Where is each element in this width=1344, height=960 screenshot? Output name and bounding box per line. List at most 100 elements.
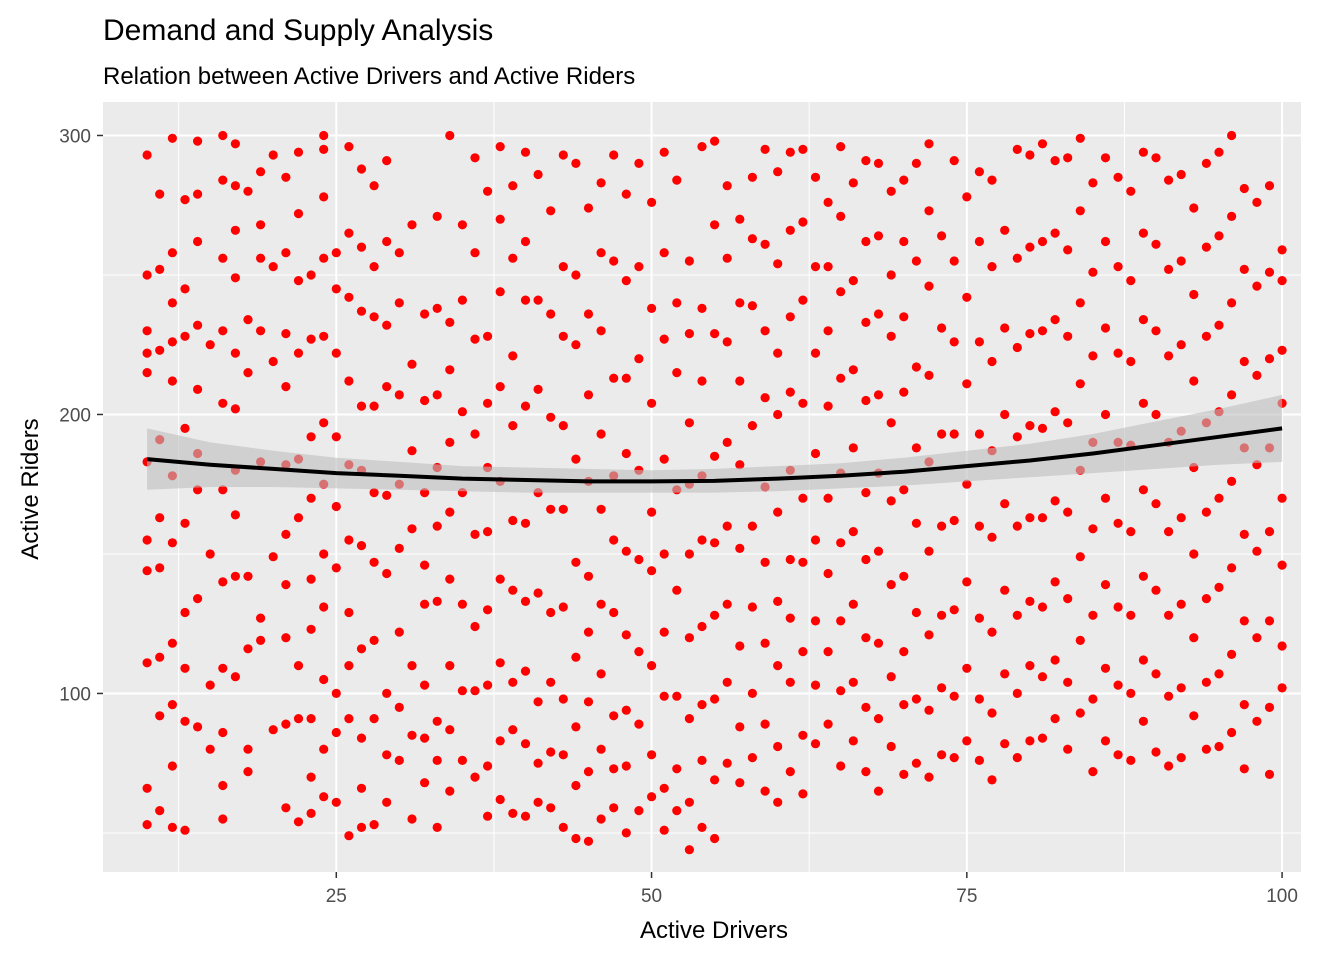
data-point — [647, 303, 657, 313]
data-point — [798, 295, 808, 305]
data-point — [546, 206, 556, 216]
data-point — [684, 418, 695, 428]
data-point — [1239, 264, 1249, 274]
data-point — [432, 211, 442, 221]
data-point — [558, 421, 568, 431]
data-point — [230, 139, 240, 149]
data-point — [394, 248, 404, 258]
data-point — [848, 443, 858, 453]
data-point — [672, 298, 682, 308]
data-point — [508, 808, 518, 819]
data-point — [987, 708, 997, 718]
data-point — [558, 262, 568, 272]
data-point — [1100, 409, 1111, 420]
data-point — [218, 253, 228, 263]
data-point — [445, 365, 455, 375]
data-point — [974, 337, 985, 347]
data-point — [621, 761, 631, 771]
data-point — [495, 287, 505, 297]
data-point — [710, 220, 720, 230]
data-point — [848, 365, 858, 375]
data-point — [180, 423, 190, 433]
data-point — [281, 633, 291, 643]
data-point — [1113, 680, 1123, 690]
data-point — [470, 334, 480, 344]
data-point — [1138, 315, 1148, 325]
data-point — [583, 203, 594, 213]
data-point — [1025, 736, 1035, 746]
data-point — [520, 401, 531, 411]
data-point — [760, 719, 770, 729]
data-point — [962, 736, 972, 746]
data-point — [281, 580, 291, 590]
data-point — [1252, 197, 1262, 207]
data-point — [672, 585, 682, 595]
data-point — [1063, 507, 1073, 517]
data-point — [735, 722, 745, 732]
y-tick-label: 200 — [59, 405, 91, 426]
data-point — [445, 507, 455, 517]
data-point — [1063, 677, 1073, 687]
data-point — [470, 248, 480, 258]
data-point — [1012, 521, 1022, 531]
data-point — [331, 797, 341, 807]
data-point — [583, 767, 594, 777]
data-point — [520, 147, 531, 157]
data-point — [924, 772, 934, 782]
data-point — [394, 755, 404, 766]
data-point — [810, 348, 821, 358]
data-point — [155, 189, 165, 199]
confidence-band — [147, 394, 1283, 493]
data-point — [583, 627, 594, 637]
data-point — [836, 211, 846, 221]
data-point — [243, 744, 253, 754]
data-point — [924, 630, 934, 640]
data-point — [420, 395, 430, 406]
data-point — [949, 515, 959, 526]
data-point — [520, 518, 531, 528]
data-point — [344, 535, 354, 545]
data-point — [785, 312, 795, 322]
data-point — [659, 147, 669, 157]
data-point — [1151, 326, 1161, 336]
data-point — [987, 775, 997, 785]
data-point — [949, 256, 959, 266]
x-tick-label: 75 — [956, 886, 977, 907]
data-point — [520, 739, 531, 749]
data-point — [1126, 688, 1136, 699]
data-point — [1050, 655, 1060, 665]
data-point — [1025, 596, 1035, 607]
data-point — [142, 566, 152, 576]
data-point — [432, 755, 442, 766]
data-point — [369, 714, 379, 724]
data-point — [1252, 716, 1262, 726]
data-point — [747, 688, 758, 699]
data-point — [962, 479, 972, 489]
data-point — [1100, 323, 1111, 333]
data-point — [823, 719, 833, 729]
data-point — [356, 822, 367, 833]
data-point — [533, 169, 543, 180]
data-point — [281, 529, 291, 540]
data-point — [193, 722, 203, 732]
data-point — [621, 276, 631, 286]
data-point — [583, 836, 594, 846]
data-point — [331, 501, 341, 512]
data-point — [760, 239, 770, 249]
data-point — [508, 351, 518, 361]
data-point — [861, 488, 871, 498]
data-point — [1277, 276, 1287, 286]
data-point — [533, 295, 543, 305]
data-point — [293, 661, 304, 671]
data-point — [167, 638, 177, 648]
data-point — [1037, 236, 1048, 247]
data-point — [483, 331, 493, 341]
data-point — [533, 588, 543, 598]
data-point — [836, 287, 846, 297]
data-point — [1088, 610, 1098, 620]
data-point — [810, 616, 821, 626]
data-point — [344, 661, 354, 671]
data-point — [407, 446, 417, 456]
data-point — [899, 571, 909, 581]
data-point — [1050, 156, 1060, 166]
